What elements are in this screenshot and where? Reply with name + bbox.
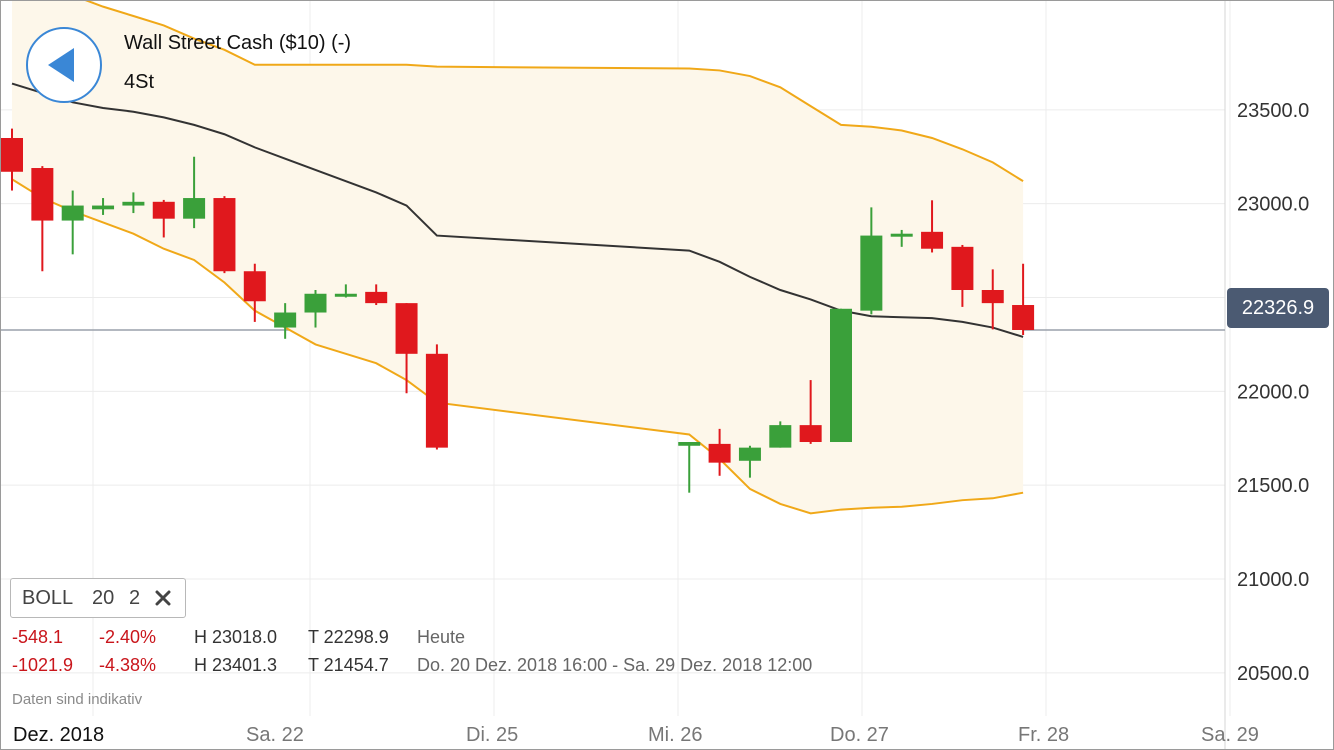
candle-down xyxy=(31,166,54,272)
period-range: Do. 20 Dez. 2018 16:00 - Sa. 29 Dez. 201… xyxy=(417,655,813,675)
candle-up xyxy=(334,284,357,298)
close-icon[interactable] xyxy=(155,590,171,606)
candle-up xyxy=(769,421,792,448)
instrument-title[interactable]: Wall Street Cash ($10) (-) xyxy=(124,32,352,54)
back-button[interactable] xyxy=(26,27,102,103)
candle-body xyxy=(951,246,974,291)
candle-down xyxy=(708,428,731,476)
candle-up xyxy=(61,190,84,255)
candle-body xyxy=(365,291,388,304)
today-change: -548.1 xyxy=(12,627,64,647)
candle-body xyxy=(61,205,84,221)
candle-up xyxy=(890,229,913,247)
x-tick-label: Do. 27 xyxy=(830,724,889,746)
x-tick-label: Mi. 26 xyxy=(648,724,702,746)
timeframe-label[interactable]: 4St xyxy=(124,71,155,93)
period-high: H 23401.3 xyxy=(194,655,278,675)
candle-up xyxy=(274,303,297,339)
candle-body xyxy=(92,205,115,210)
candle-body xyxy=(1012,305,1035,330)
candle-body xyxy=(425,353,448,448)
candle-body xyxy=(304,293,327,313)
candle-body xyxy=(921,231,944,249)
candle-up xyxy=(678,442,701,493)
y-tick-label: 21500.0 xyxy=(1237,475,1309,497)
candle-body xyxy=(213,198,236,272)
indicator-name: BOLL xyxy=(22,587,74,609)
candle-down xyxy=(425,344,448,450)
period-change: -1021.9 xyxy=(12,655,74,675)
candle-body xyxy=(890,233,913,237)
back-arrow-icon xyxy=(48,48,74,82)
today-high: H 23018.0 xyxy=(194,627,278,647)
x-tick-label: Sa. 29 xyxy=(1201,724,1259,746)
candle-down xyxy=(1012,263,1035,336)
upper-band-line xyxy=(85,1,1024,183)
y-tick-label: 23000.0 xyxy=(1237,194,1309,216)
candle-body xyxy=(183,198,206,219)
candle-down xyxy=(799,380,822,444)
today-range: Heute xyxy=(417,627,466,647)
candle-up xyxy=(860,207,883,315)
x-tick-label: Sa. 22 xyxy=(246,724,304,746)
candle-body xyxy=(678,442,701,446)
indicator-chip[interactable]: BOLL 20 2 xyxy=(10,578,186,618)
y-tick-label: 20500.0 xyxy=(1237,663,1309,685)
candle-body xyxy=(274,312,297,328)
x-tick-label: Di. 25 xyxy=(466,724,518,746)
candle-down xyxy=(365,284,388,306)
candle-body xyxy=(395,303,418,354)
candle-down xyxy=(395,303,418,394)
y-tick-label: 22000.0 xyxy=(1237,381,1309,403)
candle-down xyxy=(243,263,266,322)
x-tick-label: Dez. 2018 xyxy=(13,724,104,746)
current-price-tag: 22326.9 xyxy=(1227,288,1329,328)
candle-up xyxy=(92,198,115,215)
middle-band-line xyxy=(11,82,1024,338)
period-low: T 21454.7 xyxy=(308,655,389,675)
candle-body xyxy=(769,425,792,448)
y-tick-label: 21000.0 xyxy=(1237,569,1309,591)
x-tick-label: Fr. 28 xyxy=(1018,724,1069,746)
candle-body xyxy=(152,201,175,219)
candle-body xyxy=(243,271,266,302)
band-fill xyxy=(12,1,1024,514)
period-change-pct: -4.38% xyxy=(99,655,157,675)
y-tick-label: 23500.0 xyxy=(1237,100,1309,122)
indicator-period: 20 xyxy=(92,587,115,609)
candle-up xyxy=(183,156,206,229)
candle-body xyxy=(981,290,1004,304)
candle-body xyxy=(860,235,883,311)
today-low: T 22298.9 xyxy=(308,627,389,647)
candle-up xyxy=(830,308,852,443)
candle-down xyxy=(921,200,944,253)
candle-down xyxy=(152,199,175,238)
candle-up xyxy=(738,445,761,478)
candle-body xyxy=(122,201,145,206)
candle-down xyxy=(951,244,974,307)
candle-body xyxy=(708,443,731,463)
candle-body xyxy=(738,447,761,461)
candle-down xyxy=(213,196,236,274)
candle-body xyxy=(334,293,357,297)
candle-down xyxy=(1,128,23,191)
candle-down xyxy=(981,269,1004,330)
candle-body xyxy=(830,308,852,443)
indicative-data-note: Daten sind indikativ xyxy=(12,691,143,708)
candle-up xyxy=(304,290,327,328)
candle-body xyxy=(31,168,54,221)
today-change-pct: -2.40% xyxy=(99,627,157,647)
candle-body xyxy=(799,425,822,443)
candles xyxy=(1,128,1035,493)
candle-body xyxy=(1,137,23,172)
indicator-stddev: 2 xyxy=(129,587,141,609)
candle-up xyxy=(122,192,145,214)
